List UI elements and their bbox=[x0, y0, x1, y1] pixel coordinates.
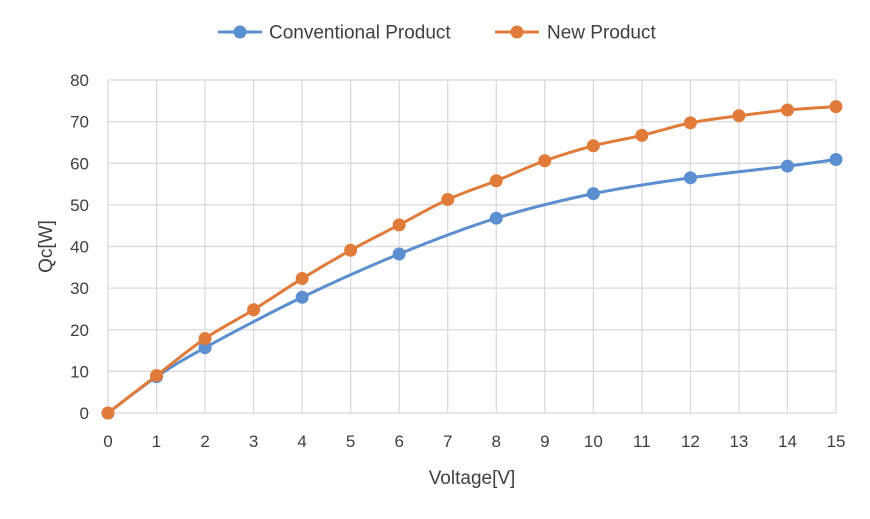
data-point bbox=[295, 272, 309, 286]
data-point bbox=[586, 139, 600, 153]
data-point bbox=[683, 116, 697, 130]
x-tick-label: 15 bbox=[827, 432, 846, 451]
series-conventional-product bbox=[101, 153, 843, 420]
data-point bbox=[829, 100, 843, 114]
y-tick-label: 30 bbox=[70, 279, 89, 298]
data-point bbox=[198, 341, 212, 355]
data-point bbox=[392, 247, 406, 261]
x-axis-ticks: 0 1 2 3 4 5 6 7 8 9 10 11 12 13 14 15 bbox=[103, 432, 845, 451]
x-tick-label: 14 bbox=[778, 432, 797, 451]
data-point bbox=[586, 187, 600, 201]
data-point bbox=[635, 128, 649, 142]
x-tick-label: 4 bbox=[297, 432, 306, 451]
data-point bbox=[150, 369, 164, 383]
data-point bbox=[198, 331, 212, 345]
legend-item: Conventional Product bbox=[218, 23, 451, 44]
y-tick-label: 10 bbox=[70, 362, 89, 381]
y-tick-label: 70 bbox=[70, 113, 89, 132]
x-tick-label: 8 bbox=[492, 432, 501, 451]
y-tick-label: 40 bbox=[70, 238, 89, 257]
data-point bbox=[489, 211, 503, 225]
legend: Conventional Product New Product bbox=[218, 23, 656, 44]
x-tick-label: 1 bbox=[152, 432, 161, 451]
x-tick-label: 9 bbox=[540, 432, 549, 451]
series-layer bbox=[101, 100, 843, 420]
legend-item: New Product bbox=[495, 23, 656, 44]
data-point bbox=[295, 290, 309, 304]
x-tick-label: 13 bbox=[729, 432, 748, 451]
data-point bbox=[489, 174, 503, 188]
y-axis-ticks: 0 10 20 30 40 50 60 70 80 bbox=[70, 71, 89, 423]
y-tick-label: 60 bbox=[70, 154, 89, 173]
y-tick-label: 50 bbox=[70, 196, 89, 215]
series-line bbox=[107, 105, 837, 415]
data-point bbox=[344, 243, 358, 257]
grid-lines bbox=[107, 79, 837, 414]
x-tick-label: 6 bbox=[394, 432, 403, 451]
data-point bbox=[392, 218, 406, 232]
data-point bbox=[538, 154, 552, 168]
series-line bbox=[107, 158, 837, 415]
data-point bbox=[732, 109, 746, 123]
data-point bbox=[780, 103, 794, 117]
data-point bbox=[441, 192, 455, 206]
x-axis-title: Voltage[V] bbox=[429, 468, 516, 489]
legend-label: Conventional Product bbox=[269, 23, 451, 44]
x-tick-label: 5 bbox=[346, 432, 355, 451]
y-tick-label: 80 bbox=[70, 71, 89, 90]
legend-label: New Product bbox=[547, 23, 656, 44]
x-tick-label: 11 bbox=[633, 432, 651, 451]
data-point bbox=[829, 153, 843, 167]
data-point bbox=[683, 171, 697, 185]
x-tick-label: 2 bbox=[200, 432, 209, 451]
y-tick-label: 20 bbox=[70, 321, 89, 340]
y-axis-title: Qc[W] bbox=[36, 220, 57, 273]
y-tick-label: 0 bbox=[80, 404, 89, 423]
x-tick-label: 12 bbox=[681, 432, 700, 451]
series-new-product bbox=[101, 100, 843, 420]
legend-marker bbox=[510, 25, 524, 39]
data-point bbox=[101, 406, 115, 420]
x-tick-label: 0 bbox=[103, 432, 112, 451]
data-point bbox=[780, 159, 794, 173]
legend-marker bbox=[233, 25, 247, 39]
x-tick-label: 3 bbox=[249, 432, 258, 451]
x-tick-label: 10 bbox=[584, 432, 603, 451]
x-tick-label: 7 bbox=[443, 432, 452, 451]
data-point bbox=[247, 303, 261, 317]
